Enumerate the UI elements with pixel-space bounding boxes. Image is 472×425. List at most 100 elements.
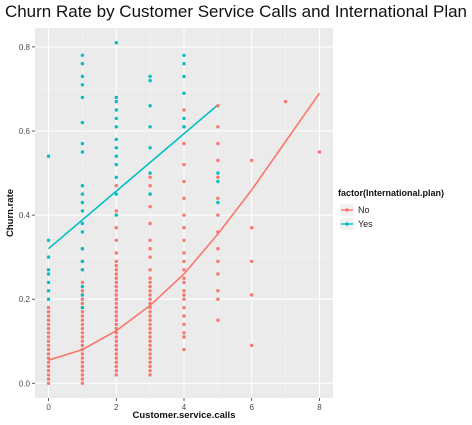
point-no: [114, 280, 119, 285]
point-yes: [114, 154, 119, 158]
point-no: [80, 331, 85, 335]
point-no: [114, 314, 119, 318]
point-yes: [216, 179, 220, 184]
point-yes: [148, 104, 152, 108]
point-no: [182, 259, 186, 264]
point-no: [114, 305, 119, 310]
x-tick-label: 8: [317, 403, 322, 412]
point-yes: [80, 259, 85, 264]
point-no: [46, 377, 51, 381]
point-yes: [80, 230, 85, 234]
point-no: [46, 322, 51, 327]
point-no: [114, 326, 119, 331]
point-no: [114, 322, 119, 327]
point-no: [148, 238, 152, 242]
point-yes: [80, 284, 85, 289]
point-no: [80, 318, 85, 322]
point-no: [250, 158, 254, 163]
y-tick-label: 0.4: [19, 211, 31, 220]
x-tick-label: 0: [46, 403, 51, 412]
point-no: [114, 356, 119, 360]
point-no: [148, 369, 152, 373]
point-no: [148, 326, 152, 331]
point-no: [182, 305, 186, 310]
point-yes: [114, 95, 119, 100]
point-no: [182, 268, 186, 272]
point-no: [114, 339, 119, 343]
point-no: [114, 301, 119, 306]
x-tick-label: 2: [114, 403, 119, 412]
point-yes: [80, 83, 85, 87]
point-no: [148, 297, 152, 301]
point-no: [250, 293, 254, 297]
point-yes: [80, 268, 85, 272]
point-yes: [80, 247, 85, 251]
point-yes: [114, 125, 119, 129]
point-no: [182, 314, 186, 318]
point-no: [46, 356, 51, 360]
point-no: [46, 347, 51, 352]
point-yes: [148, 74, 152, 79]
point-yes: [80, 221, 85, 226]
point-no: [46, 343, 51, 348]
point-yes: [80, 74, 85, 79]
point-no: [148, 364, 152, 369]
point-no: [46, 364, 51, 369]
point-no: [46, 314, 51, 318]
point-no: [216, 318, 220, 322]
point-yes: [46, 289, 51, 293]
point-no: [182, 322, 186, 327]
point-yes: [148, 192, 152, 196]
point-no: [283, 99, 288, 104]
point-no: [148, 247, 152, 251]
point-no: [114, 226, 119, 230]
point-yes: [80, 184, 85, 188]
point-no: [216, 230, 220, 234]
point-no: [46, 360, 51, 364]
legend-key-point-yes: [345, 222, 349, 226]
trend-line-yes: [47, 104, 219, 250]
point-yes: [182, 74, 186, 79]
point-yes: [46, 280, 51, 285]
point-no: [148, 343, 152, 348]
point-no: [250, 259, 254, 264]
point-no: [216, 259, 220, 264]
point-no: [216, 158, 220, 163]
y-tick-label: 0.6: [19, 127, 31, 136]
point-no: [80, 310, 85, 314]
point-yes: [182, 62, 186, 66]
point-no: [148, 268, 152, 272]
point-no: [46, 331, 51, 335]
point-no: [80, 377, 85, 381]
point-yes: [114, 192, 119, 196]
point-no: [182, 162, 186, 167]
point-yes: [80, 141, 85, 146]
point-no: [114, 335, 119, 339]
legend-key-point-no: [345, 208, 349, 212]
point-yes: [80, 209, 85, 213]
legend-items: No Yes: [340, 204, 373, 230]
point-no: [216, 272, 220, 276]
point-no: [182, 108, 186, 112]
point-yes: [80, 95, 85, 100]
y-tick-label: 0.2: [19, 295, 31, 304]
point-yes: [46, 154, 51, 158]
point-no: [80, 297, 85, 301]
point-yes: [182, 116, 186, 121]
point-yes: [80, 53, 85, 57]
point-no: [114, 209, 119, 213]
point-no: [114, 284, 119, 289]
point-no: [114, 364, 119, 369]
point-no: [182, 331, 186, 335]
point-no: [182, 251, 186, 255]
point-no: [148, 293, 152, 297]
point-no: [148, 175, 152, 179]
point-no: [216, 125, 220, 129]
point-no: [114, 318, 119, 322]
point-no: [148, 184, 152, 188]
point-yes: [114, 108, 119, 112]
point-no: [46, 326, 51, 331]
point-no: [148, 339, 152, 343]
point-no: [46, 339, 51, 343]
